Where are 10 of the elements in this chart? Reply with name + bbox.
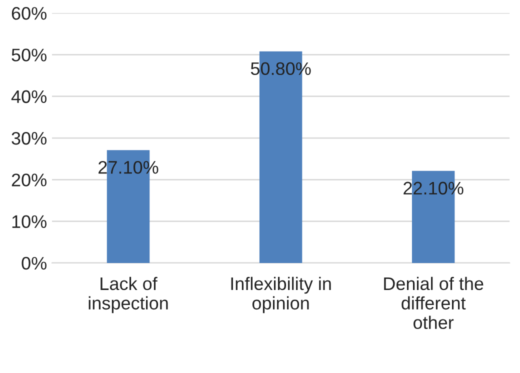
y-tick-label: 50%: [12, 48, 46, 62]
x-tick-label: Denial of the different other: [384, 276, 484, 330]
y-tick-label: 30%: [12, 132, 46, 145]
x-tick-label: Lack of inspection: [88, 276, 168, 314]
y-tick-label: 10%: [12, 215, 46, 228]
y-tick-label: 60%: [12, 6, 46, 20]
y-tick-label: 40%: [11, 90, 46, 104]
y-tick-label: 20%: [12, 174, 46, 186]
x-tick-label: Inflexibility in opinion: [231, 276, 331, 314]
y-tick-label: 0%: [22, 256, 46, 270]
